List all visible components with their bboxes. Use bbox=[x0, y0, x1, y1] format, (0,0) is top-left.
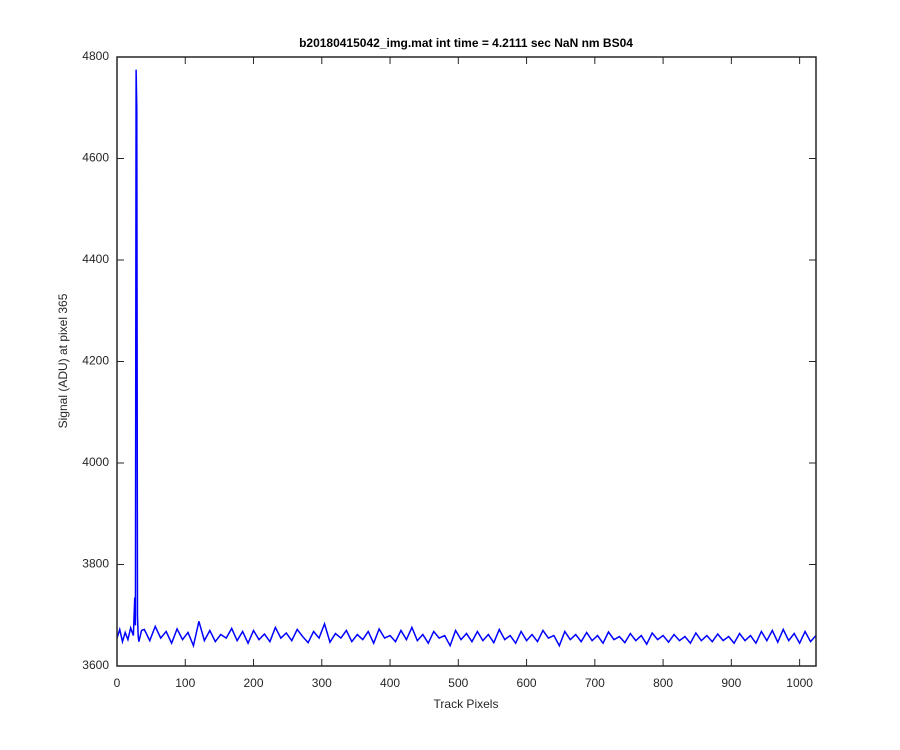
y-axis-label: Signal (ADU) at pixel 365 bbox=[56, 293, 70, 428]
x-tick-label: 1000 bbox=[786, 676, 813, 690]
x-tick-label: 700 bbox=[585, 676, 605, 690]
x-axis-label: Track Pixels bbox=[434, 697, 499, 711]
y-tick-label: 3800 bbox=[82, 557, 109, 571]
y-tick-label: 3600 bbox=[82, 658, 109, 672]
chart-title: b20180415042_img.mat int time = 4.2111 s… bbox=[299, 36, 633, 50]
y-tick-label: 4600 bbox=[82, 151, 109, 165]
x-tick-label: 200 bbox=[244, 676, 264, 690]
x-tick-label: 800 bbox=[653, 676, 673, 690]
x-tick-label: 600 bbox=[517, 676, 537, 690]
x-tick-label: 500 bbox=[448, 676, 468, 690]
x-tick-label: 0 bbox=[114, 676, 121, 690]
x-tick-label: 900 bbox=[721, 676, 741, 690]
y-tick-label: 4200 bbox=[82, 354, 109, 368]
y-tick-label: 4400 bbox=[82, 252, 109, 266]
x-tick-label: 100 bbox=[175, 676, 195, 690]
x-tick-label: 300 bbox=[312, 676, 332, 690]
y-tick-label: 4800 bbox=[82, 49, 109, 63]
data-line bbox=[116, 69, 817, 649]
y-tick-label: 4000 bbox=[82, 455, 109, 469]
x-tick-label: 400 bbox=[380, 676, 400, 690]
